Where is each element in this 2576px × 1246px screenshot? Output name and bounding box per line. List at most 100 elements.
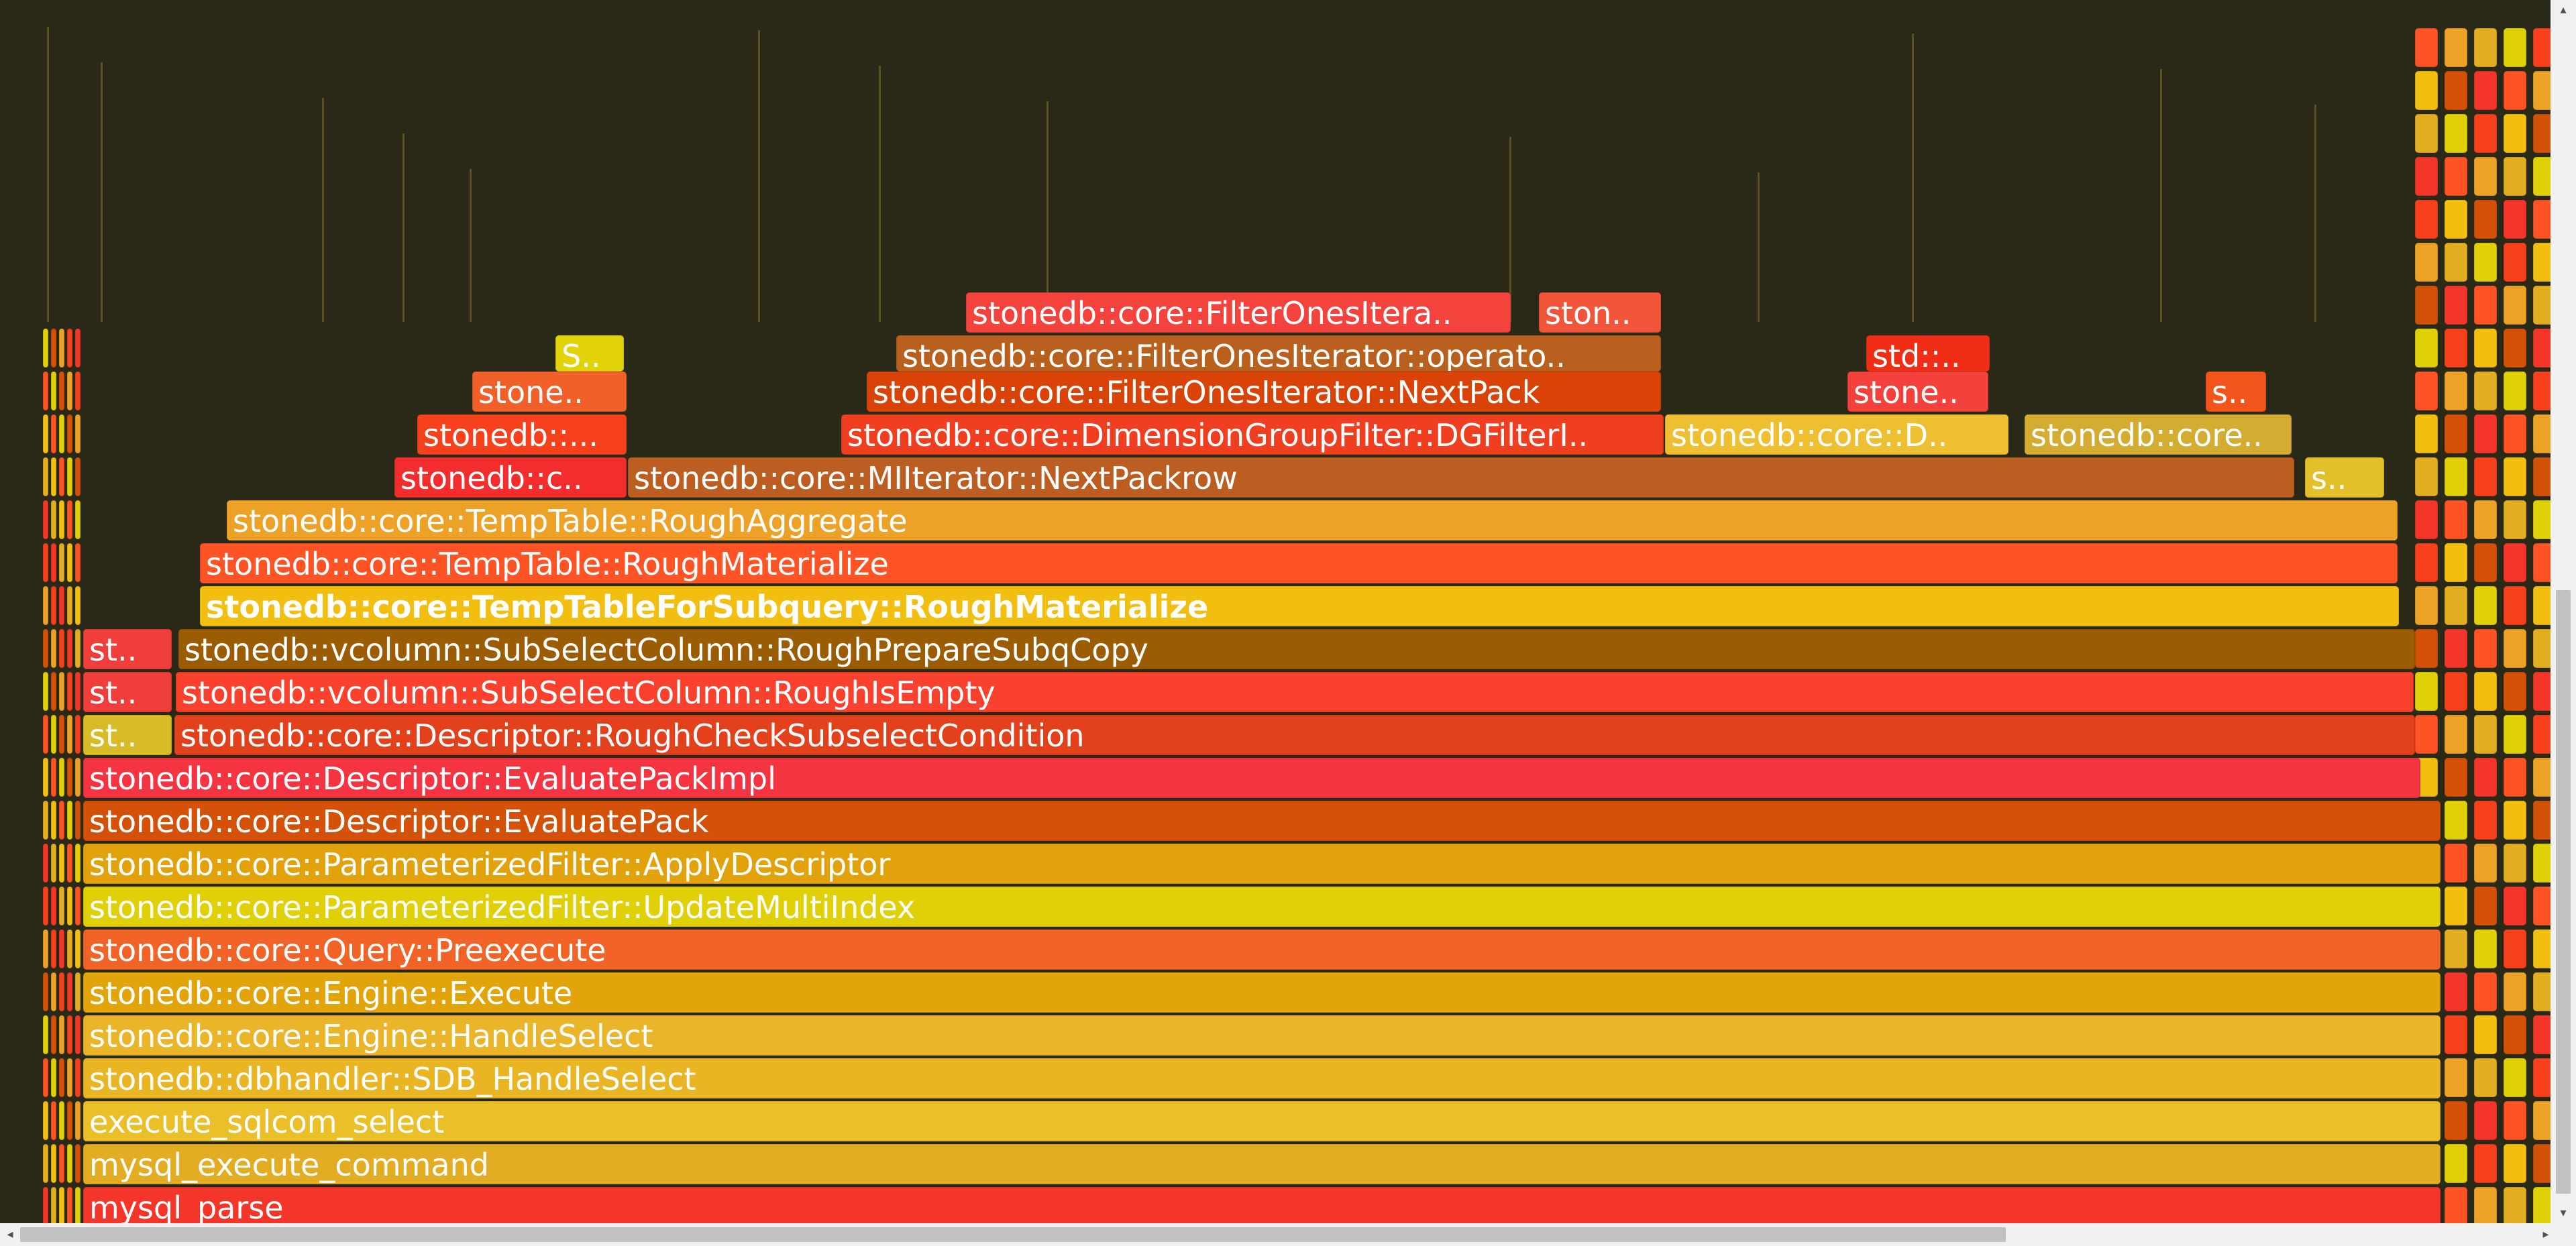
stack-frame[interactable] [2533,1144,2551,1183]
frame-execute-sqlcom-select[interactable]: execute_sqlcom_select [83,1101,2440,1141]
frame-s-yellow[interactable]: S.. [555,335,624,372]
stack-frame[interactable] [2533,1015,2551,1054]
stack-frame[interactable] [51,329,56,367]
stack-frame[interactable] [59,329,64,367]
stack-frame[interactable] [67,672,72,711]
stack-frame[interactable] [75,586,80,625]
stack-frame[interactable] [2415,414,2438,453]
stack-frame[interactable] [67,758,72,797]
frame-std[interactable]: std::.. [1866,335,1990,372]
stack-frame[interactable] [2415,586,2438,625]
stack-frame[interactable] [2474,286,2497,325]
stack-frame[interactable] [67,414,72,453]
frame-filteronesiterator-operator[interactable]: stonedb::core::FilterOnesIterator::opera… [896,335,1661,372]
stack-frame[interactable] [43,1101,48,1140]
stack-frame[interactable] [2533,114,2551,153]
stack-frame[interactable] [43,1015,48,1054]
stack-frame[interactable] [2474,715,2497,754]
stack-frame[interactable] [2445,801,2467,840]
stack-frame[interactable] [2415,629,2438,668]
stack-frame[interactable] [2533,457,2551,496]
frame-stonedb-c[interactable]: stonedb::c.. [394,457,627,498]
stack-frame[interactable] [2415,329,2438,367]
frame-engine-execute[interactable]: stonedb::core::Engine::Execute [83,972,2440,1013]
frame-filteronesitera[interactable]: stonedb::core::FilterOnesItera.. [966,292,1511,333]
stack-frame[interactable] [2533,758,2551,797]
stack-frame[interactable] [59,629,64,668]
stack-frame[interactable] [2533,28,2551,67]
frame-stone-right[interactable]: stone.. [1847,372,1988,412]
stack-frame[interactable] [2504,200,2526,239]
stack-frame[interactable] [2504,1101,2526,1140]
stack-frame[interactable] [51,1015,56,1054]
stack-frame[interactable] [2533,71,2551,110]
stack-frame[interactable] [2533,543,2551,582]
stack-frame[interactable] [2474,1015,2497,1054]
frame-evaluate-pack[interactable]: stonedb::core::Descriptor::EvaluatePack [83,801,2440,841]
stack-frame[interactable] [43,543,48,582]
stack-frame[interactable] [51,500,56,539]
stack-frame[interactable] [2474,28,2497,67]
stack-frame[interactable] [2445,114,2467,153]
stack-frame[interactable] [75,758,80,797]
stack-frame[interactable] [59,1058,64,1097]
stack-frame[interactable] [2445,586,2467,625]
stack-frame[interactable] [2504,672,2526,711]
stack-frame[interactable] [2533,1058,2551,1097]
stack-frame[interactable] [2504,28,2526,67]
stack-frame[interactable] [75,414,80,453]
stack-frame[interactable] [2445,1015,2467,1054]
stack-frame[interactable] [59,1101,64,1140]
stack-frame[interactable] [2415,543,2438,582]
stack-frame[interactable] [2474,929,2497,968]
stack-frame[interactable] [51,372,56,410]
stack-frame[interactable] [67,329,72,367]
stack-frame[interactable] [2474,543,2497,582]
stack-frame[interactable] [2474,887,2497,925]
stack-frame[interactable] [43,972,48,1011]
stack-frame[interactable] [67,500,72,539]
stack-frame[interactable] [2445,543,2467,582]
stack-frame[interactable] [75,1015,80,1054]
stack-frame[interactable] [51,844,56,883]
stack-frame[interactable] [2504,329,2526,367]
stack-frame[interactable] [2504,71,2526,110]
stack-frame[interactable] [2445,71,2467,110]
frame-evaluate-pack-impl[interactable]: stonedb::core::Descriptor::EvaluatePackI… [83,758,2420,798]
stack-frame[interactable] [2533,629,2551,668]
stack-frame[interactable] [75,543,80,582]
stack-frame[interactable] [67,844,72,883]
stack-frame[interactable] [67,715,72,754]
stack-frame[interactable] [2504,157,2526,196]
vertical-scrollbar[interactable]: ▴ ▾ [2551,0,2576,1223]
frame-stonedb-core-ellipsis[interactable]: stonedb::core.. [2025,414,2292,455]
stack-frame[interactable] [2533,972,2551,1011]
stack-frame[interactable] [67,457,72,496]
stack-frame[interactable] [75,801,80,840]
stack-frame[interactable] [59,1015,64,1054]
stack-frame[interactable] [67,629,72,668]
stack-frame[interactable] [51,1058,56,1097]
frame-ston[interactable]: ston.. [1539,292,1661,333]
stack-frame[interactable] [43,629,48,668]
stack-frame[interactable] [2474,243,2497,282]
stack-frame[interactable] [2504,286,2526,325]
stack-frame[interactable] [2533,329,2551,367]
stack-frame[interactable] [2445,286,2467,325]
stack-frame[interactable] [51,1187,56,1223]
stack-frame[interactable] [43,672,48,711]
stack-frame[interactable] [43,414,48,453]
stack-frame[interactable] [67,801,72,840]
stack-frame[interactable] [2533,157,2551,196]
stack-frame[interactable] [51,672,56,711]
stack-frame[interactable] [2533,200,2551,239]
scroll-up-arrow-icon[interactable]: ▴ [2560,3,2567,17]
stack-frame[interactable] [2415,372,2438,410]
stack-frame[interactable] [2474,1101,2497,1140]
stack-frame[interactable] [43,758,48,797]
stack-frame[interactable] [51,1101,56,1140]
vertical-scroll-thumb[interactable] [2556,590,2571,1194]
stack-frame[interactable] [2474,672,2497,711]
frame-temptable-rough-materialize[interactable]: stonedb::core::TempTable::RoughMateriali… [200,543,2398,583]
stack-frame[interactable] [2504,457,2526,496]
